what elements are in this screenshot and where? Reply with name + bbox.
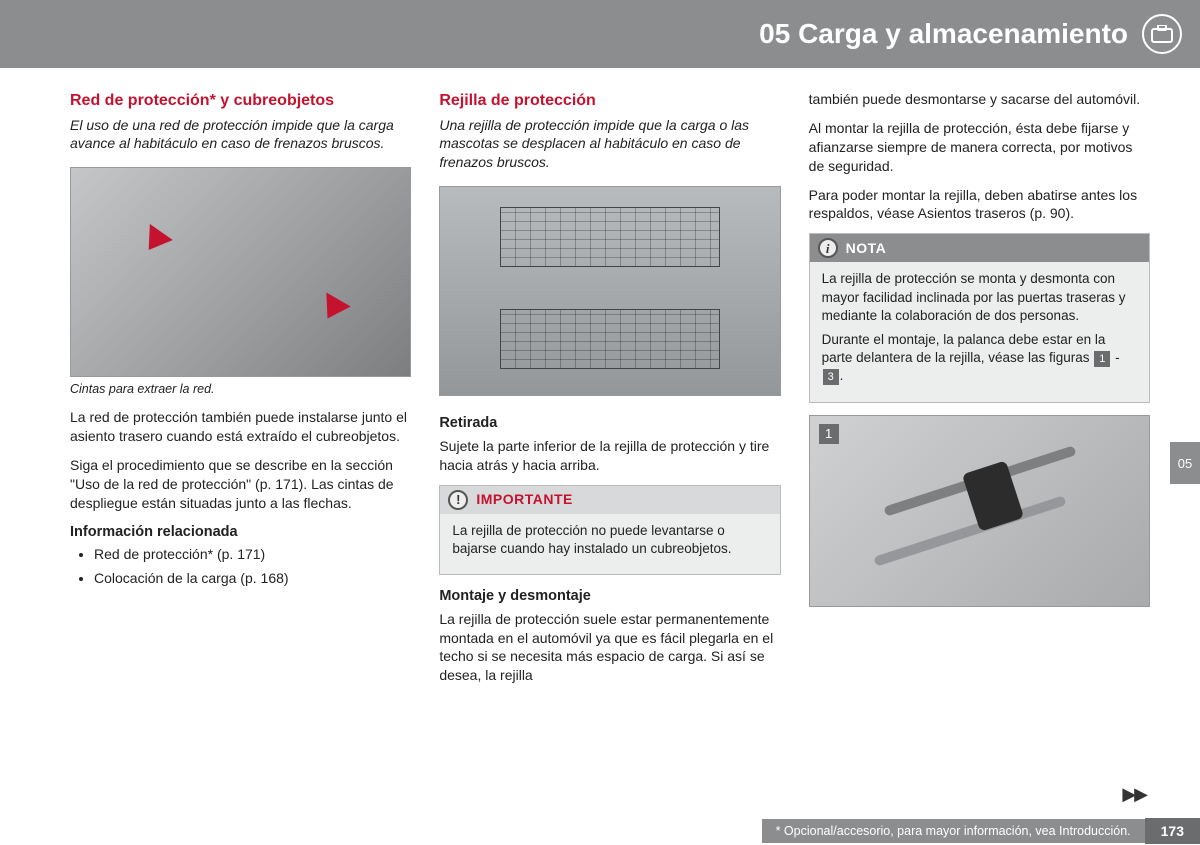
paragraph: La rejilla de protección suele estar per…	[439, 610, 780, 686]
grille-graphic	[500, 207, 719, 267]
nota-box: i NOTA La rejilla de protección se monta…	[809, 233, 1150, 402]
paragraph: La rejilla de protección se monta y desm…	[822, 270, 1137, 325]
column-1: Red de protección* y cubreobjetos El uso…	[70, 90, 411, 795]
nota-title: NOTA	[846, 239, 887, 258]
important-header: ! IMPORTANTE	[440, 486, 779, 514]
nota-header: i NOTA	[810, 234, 1149, 262]
step-badge: 1	[1094, 351, 1110, 367]
chapter-title: 05 Carga y almacenamiento	[759, 18, 1128, 50]
paragraph: también puede desmontarse y sacarse del …	[809, 90, 1150, 109]
paragraph: Siga el procedimiento que se describe en…	[70, 456, 411, 513]
text: .	[840, 368, 844, 383]
paragraph: La red de protección también puede insta…	[70, 408, 411, 446]
paragraph: Para poder montar la rejilla, deben abat…	[809, 186, 1150, 224]
figure-grille	[439, 186, 780, 396]
arrow-icon	[137, 224, 173, 258]
footer: * Opcional/accesorio, para mayor informa…	[762, 817, 1200, 845]
text: -	[1111, 350, 1119, 365]
suitcase-icon	[1142, 14, 1182, 54]
intro-text: Una rejilla de protección impide que la …	[439, 116, 780, 173]
list-item: Red de protección* (p. 171)	[94, 545, 411, 564]
important-body: La rejilla de protección no puede levant…	[440, 514, 779, 574]
subheading: Retirada	[439, 414, 780, 434]
info-icon: i	[818, 238, 838, 258]
figure-lever: 1	[809, 415, 1150, 607]
paragraph: Durante el montaje, la palanca debe esta…	[822, 331, 1137, 386]
chapter-header: 05 Carga y almacenamiento	[0, 0, 1200, 68]
exclamation-icon: !	[448, 490, 468, 510]
step-badge: 1	[819, 424, 839, 444]
important-title: IMPORTANTE	[476, 490, 573, 509]
important-box: ! IMPORTANTE La rejilla de protección no…	[439, 485, 780, 575]
figure-caption: Cintas para extraer la red.	[70, 381, 411, 398]
text: Durante el montaje, la palanca debe esta…	[822, 332, 1106, 365]
section-heading: Rejilla de protección	[439, 90, 780, 112]
nota-body: La rejilla de protección se monta y desm…	[810, 262, 1149, 401]
page-number: 173	[1145, 818, 1200, 844]
arrow-icon	[315, 293, 350, 326]
related-list: Red de protección* (p. 171) Colocación d…	[70, 545, 411, 588]
lever-graphic	[850, 456, 1090, 566]
section-heading: Red de protección* y cubreobjetos	[70, 90, 411, 112]
column-2: Rejilla de protección Una rejilla de pro…	[439, 90, 780, 795]
figure-seat-net	[70, 167, 411, 377]
intro-text: El uso de una red de protección impide q…	[70, 116, 411, 154]
grille-graphic	[500, 309, 719, 369]
side-tab: 05	[1170, 442, 1200, 484]
related-heading: Información relacionada	[70, 523, 411, 543]
paragraph: Sujete la parte inferior de la rejilla d…	[439, 437, 780, 475]
continue-icon: ▶▶	[1122, 784, 1146, 805]
footer-note: * Opcional/accesorio, para mayor informa…	[762, 819, 1145, 843]
list-item: Colocación de la carga (p. 168)	[94, 569, 411, 588]
subheading: Montaje y desmontaje	[439, 587, 780, 607]
paragraph: Al montar la rejilla de protección, ésta…	[809, 119, 1150, 176]
column-3: también puede desmontarse y sacarse del …	[809, 90, 1150, 795]
paragraph: La rejilla de protección no puede levant…	[452, 522, 767, 558]
step-badge: 3	[823, 369, 839, 385]
page-content: Red de protección* y cubreobjetos El uso…	[70, 90, 1150, 795]
